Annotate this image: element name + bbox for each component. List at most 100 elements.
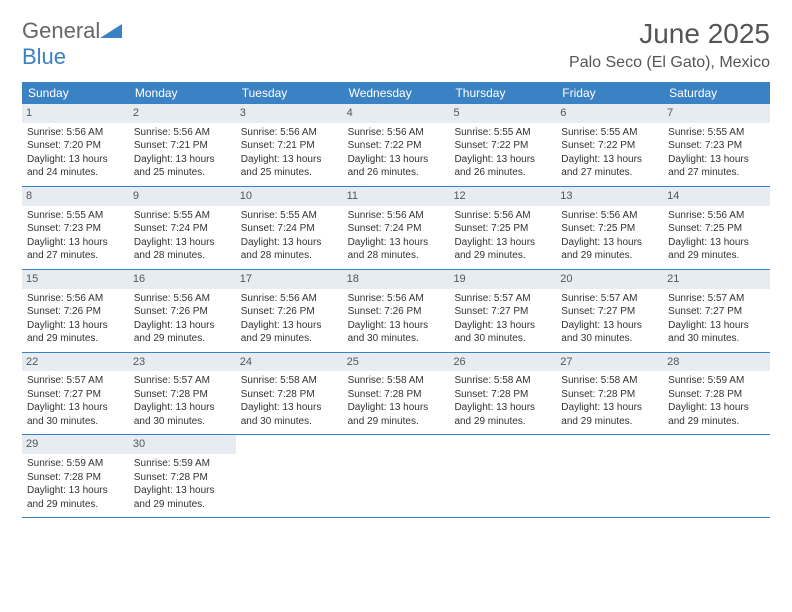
day-cell: 3Sunrise: 5:56 AMSunset: 7:21 PMDaylight… xyxy=(236,104,343,186)
day-cell: 13 Sunrise: 5:56 AMSunset: 7:25 PMDayligh… xyxy=(556,187,663,269)
day-dl1: Daylight: 13 hours xyxy=(27,401,124,415)
day-cell: 10Sunrise: 5:55 AMSunset: 7:24 PMDayligh… xyxy=(236,187,343,269)
day-sunset: Sunset: 7:25 PM xyxy=(561,222,658,236)
day-dl2: and 24 minutes. xyxy=(27,166,124,180)
day-cell xyxy=(343,435,450,517)
day-dl2: and 26 minutes. xyxy=(454,166,551,180)
day-sunrise: Sunrise: 5:56 AM xyxy=(241,126,338,140)
day-cell: 28Sunrise: 5:59 AMSunset: 7:28 PMDayligh… xyxy=(663,353,770,435)
day-sunrise: Sunrise: 5:59 AM xyxy=(668,374,765,388)
day-sunset: Sunset: 7:22 PM xyxy=(561,139,658,153)
day-dl1: Daylight: 13 hours xyxy=(241,153,338,167)
day-dl1: Daylight: 13 hours xyxy=(668,236,765,250)
day-sunset: Sunset: 7:27 PM xyxy=(27,388,124,402)
day-cell: 12Sunrise: 5:56 AMSunset: 7:25 PMDayligh… xyxy=(449,187,556,269)
day-dl1: Daylight: 13 hours xyxy=(561,319,658,333)
day-number: 13 xyxy=(556,187,663,206)
day-dl1: Daylight: 13 hours xyxy=(454,319,551,333)
day-dl2: and 29 minutes. xyxy=(668,249,765,263)
day-sunset: Sunset: 7:25 PM xyxy=(454,222,551,236)
day-sunset: Sunset: 7:24 PM xyxy=(134,222,231,236)
day-sunrise: Sunrise: 5:58 AM xyxy=(454,374,551,388)
day-number: 11 xyxy=(343,187,450,206)
day-dl1: Daylight: 13 hours xyxy=(134,484,231,498)
day-dl2: and 30 minutes. xyxy=(668,332,765,346)
logo-text-2: Blue xyxy=(22,44,66,69)
day-dl2: and 30 minutes. xyxy=(348,332,445,346)
day-number: 17 xyxy=(236,270,343,289)
day-number: 6 xyxy=(556,104,663,123)
day-cell: 4Sunrise: 5:56 AMSunset: 7:22 PMDaylight… xyxy=(343,104,450,186)
day-number: 30 xyxy=(129,435,236,454)
day-number: 27 xyxy=(556,353,663,372)
day-dl1: Daylight: 13 hours xyxy=(561,236,658,250)
day-dl1: Daylight: 13 hours xyxy=(134,153,231,167)
day-dl2: and 30 minutes. xyxy=(134,415,231,429)
day-sunrise: Sunrise: 5:56 AM xyxy=(561,209,658,223)
day-cell: 1Sunrise: 5:56 AMSunset: 7:20 PMDaylight… xyxy=(22,104,129,186)
day-dl2: and 30 minutes. xyxy=(27,415,124,429)
day-number: 9 xyxy=(129,187,236,206)
day-number: 24 xyxy=(236,353,343,372)
day-sunrise: Sunrise: 5:57 AM xyxy=(561,292,658,306)
day-cell: 22Sunrise: 5:57 AMSunset: 7:27 PMDayligh… xyxy=(22,353,129,435)
logo-text-1: General xyxy=(22,18,100,43)
day-sunrise: Sunrise: 5:58 AM xyxy=(561,374,658,388)
month-title: June 2025 xyxy=(569,18,770,50)
location: Palo Seco (El Gato), Mexico xyxy=(569,54,770,72)
day-sunset: Sunset: 7:28 PM xyxy=(668,388,765,402)
week-row: 22Sunrise: 5:57 AMSunset: 7:27 PMDayligh… xyxy=(22,353,770,436)
day-number: 12 xyxy=(449,187,556,206)
day-cell: 18Sunrise: 5:56 AMSunset: 7:26 PMDayligh… xyxy=(343,270,450,352)
day-dl1: Daylight: 13 hours xyxy=(348,401,445,415)
day-sunset: Sunset: 7:28 PM xyxy=(134,388,231,402)
day-header: Sunday xyxy=(22,82,129,104)
day-dl2: and 29 minutes. xyxy=(454,249,551,263)
day-dl1: Daylight: 13 hours xyxy=(454,236,551,250)
day-dl1: Daylight: 13 hours xyxy=(454,401,551,415)
day-dl2: and 25 minutes. xyxy=(134,166,231,180)
day-cell: 15Sunrise: 5:56 AMSunset: 7:26 PMDayligh… xyxy=(22,270,129,352)
week-row: 29Sunrise: 5:59 AMSunset: 7:28 PMDayligh… xyxy=(22,435,770,518)
day-sunrise: Sunrise: 5:56 AM xyxy=(348,209,445,223)
day-sunset: Sunset: 7:20 PM xyxy=(27,139,124,153)
day-number: 22 xyxy=(22,353,129,372)
day-sunset: Sunset: 7:21 PM xyxy=(134,139,231,153)
day-sunrise: Sunrise: 5:57 AM xyxy=(668,292,765,306)
day-number: 23 xyxy=(129,353,236,372)
day-sunset: Sunset: 7:26 PM xyxy=(27,305,124,319)
day-number: 1 xyxy=(22,104,129,123)
day-dl1: Daylight: 13 hours xyxy=(27,484,124,498)
day-cell: 29Sunrise: 5:59 AMSunset: 7:28 PMDayligh… xyxy=(22,435,129,517)
day-sunset: Sunset: 7:23 PM xyxy=(668,139,765,153)
day-sunset: Sunset: 7:28 PM xyxy=(27,471,124,485)
day-number: 2 xyxy=(129,104,236,123)
day-number: 8 xyxy=(22,187,129,206)
day-header: Friday xyxy=(556,82,663,104)
day-sunrise: Sunrise: 5:55 AM xyxy=(454,126,551,140)
week-row: 15Sunrise: 5:56 AMSunset: 7:26 PMDayligh… xyxy=(22,270,770,353)
day-cell: 14Sunrise: 5:56 AMSunset: 7:25 PMDayligh… xyxy=(663,187,770,269)
day-sunrise: Sunrise: 5:56 AM xyxy=(668,209,765,223)
day-header: Tuesday xyxy=(236,82,343,104)
logo-triangle-icon xyxy=(100,22,122,38)
day-sunset: Sunset: 7:28 PM xyxy=(561,388,658,402)
day-dl1: Daylight: 13 hours xyxy=(241,236,338,250)
day-dl2: and 30 minutes. xyxy=(241,415,338,429)
day-number: 14 xyxy=(663,187,770,206)
day-sunrise: Sunrise: 5:57 AM xyxy=(134,374,231,388)
day-dl1: Daylight: 13 hours xyxy=(134,236,231,250)
day-sunset: Sunset: 7:22 PM xyxy=(454,139,551,153)
day-sunset: Sunset: 7:28 PM xyxy=(454,388,551,402)
day-sunrise: Sunrise: 5:55 AM xyxy=(27,209,124,223)
day-sunset: Sunset: 7:26 PM xyxy=(348,305,445,319)
day-dl2: and 29 minutes. xyxy=(134,498,231,512)
day-dl1: Daylight: 13 hours xyxy=(668,401,765,415)
day-dl1: Daylight: 13 hours xyxy=(241,401,338,415)
day-cell: 27Sunrise: 5:58 AMSunset: 7:28 PMDayligh… xyxy=(556,353,663,435)
day-dl2: and 29 minutes. xyxy=(241,332,338,346)
day-cell: 7Sunrise: 5:55 AMSunset: 7:23 PMDaylight… xyxy=(663,104,770,186)
day-dl2: and 27 minutes. xyxy=(27,249,124,263)
day-cell: 2Sunrise: 5:56 AMSunset: 7:21 PMDaylight… xyxy=(129,104,236,186)
day-cell: 8Sunrise: 5:55 AMSunset: 7:23 PMDaylight… xyxy=(22,187,129,269)
